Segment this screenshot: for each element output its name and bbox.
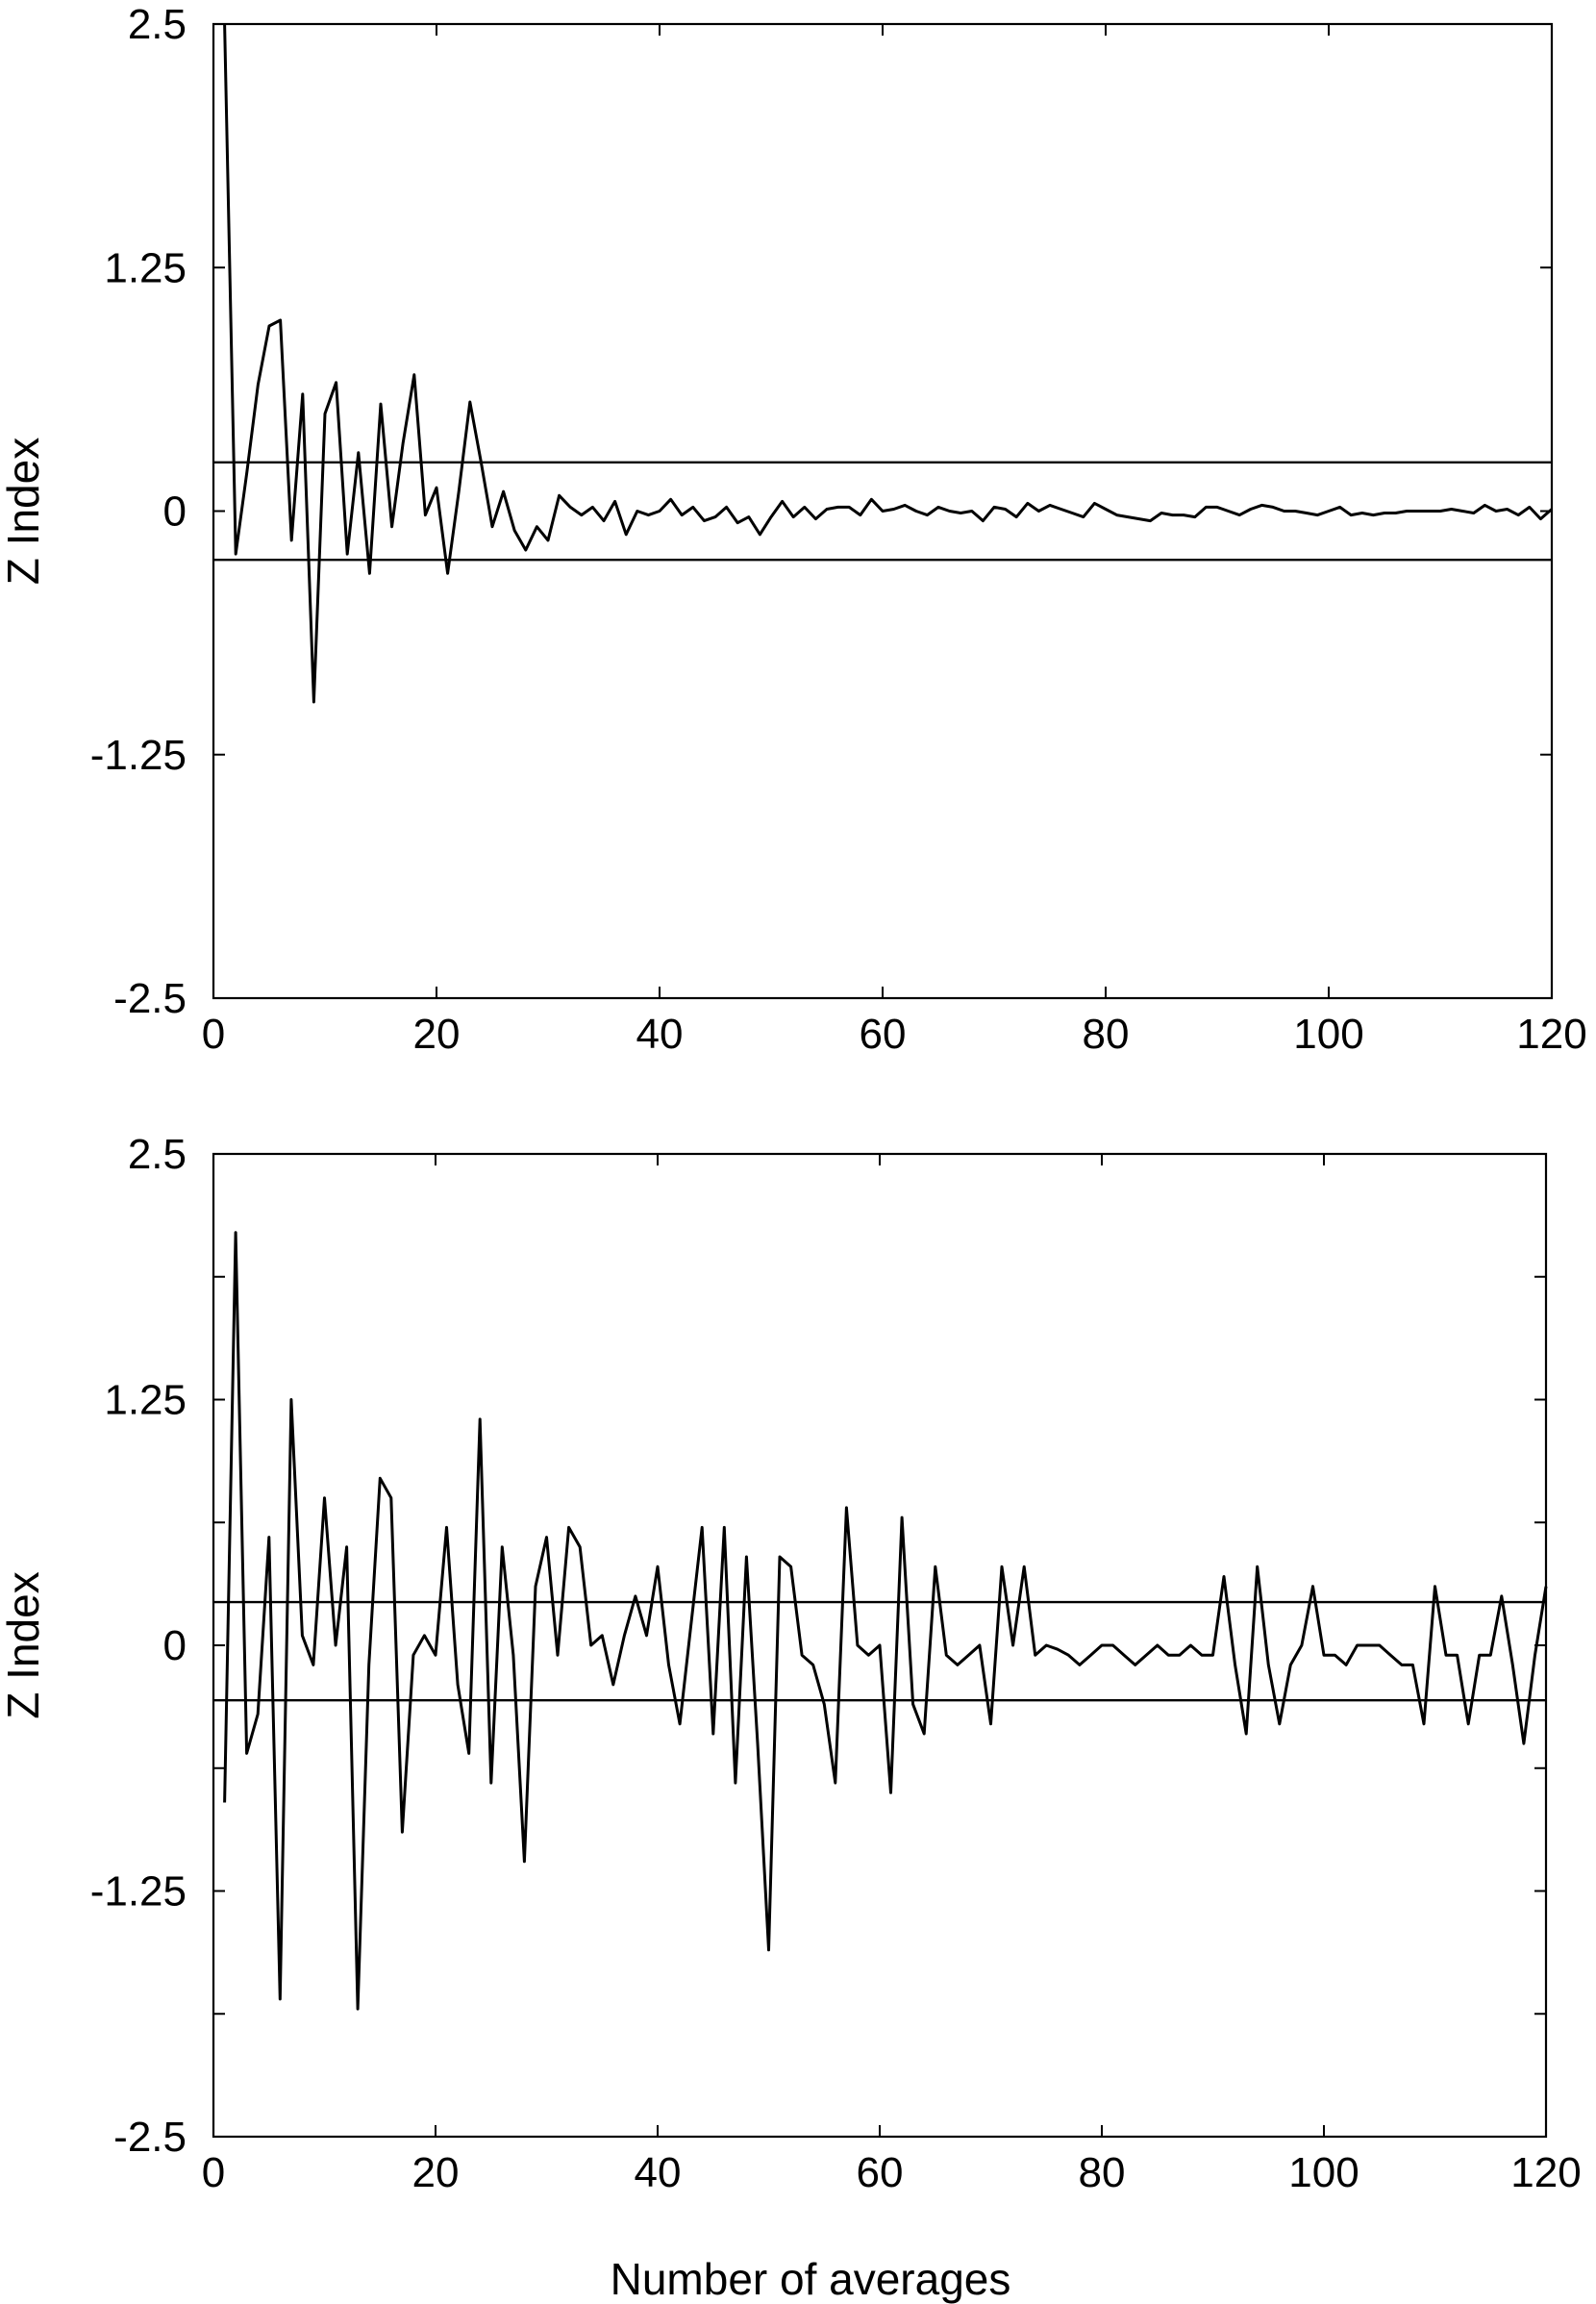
x-tick-label: 60 <box>857 2149 904 2196</box>
y-tick-label: 2.5 <box>128 1131 187 1178</box>
y-tick-label: -1.25 <box>90 732 187 779</box>
y-tick-label: 1.25 <box>104 244 187 291</box>
x-tick-label: 120 <box>1510 2149 1581 2196</box>
x-tick-label: 0 <box>202 1011 225 1058</box>
y-tick-label: -1.25 <box>90 1868 187 1916</box>
series-line <box>223 1231 1548 2011</box>
y-axis-label: Z Index <box>0 438 48 585</box>
series-line <box>223 23 1553 704</box>
x-tick-label: 0 <box>202 2149 225 2196</box>
y-tick-label: 1.25 <box>104 1377 187 1424</box>
x-tick-label: 100 <box>1288 2149 1359 2196</box>
y-tick-label: 0 <box>163 1622 187 1669</box>
y-axis-label: Z Index <box>0 1571 48 1718</box>
top-panel: 0 20 40 60 80 100 120 -2.5 -1.25 0 1.25 2.5 Z Index <box>0 1 1587 1058</box>
x-tick-label: 80 <box>1079 2149 1126 2196</box>
x-tick-label: 80 <box>1083 1011 1130 1058</box>
x-tick-label: 60 <box>860 1011 907 1058</box>
y-tick-label: 2.5 <box>128 1 187 48</box>
bottom-panel: 0 20 40 60 80 100 120 -2.5 -1.25 0 1.25 2.5 Z Index <box>0 1131 1582 2196</box>
x-tick-label: 100 <box>1293 1011 1363 1058</box>
x-tick-label: 20 <box>413 1011 461 1058</box>
x-axis-label: Number of averages <box>611 2254 1011 2304</box>
y-tick-label: -2.5 <box>113 2114 187 2161</box>
x-tick-label: 20 <box>412 2149 460 2196</box>
y-tick-label: -2.5 <box>113 975 187 1022</box>
x-tick-label: 40 <box>635 2149 682 2196</box>
y-tick-label: 0 <box>163 488 187 536</box>
x-tick-label: 40 <box>636 1011 684 1058</box>
x-tick-label: 120 <box>1516 1011 1586 1058</box>
